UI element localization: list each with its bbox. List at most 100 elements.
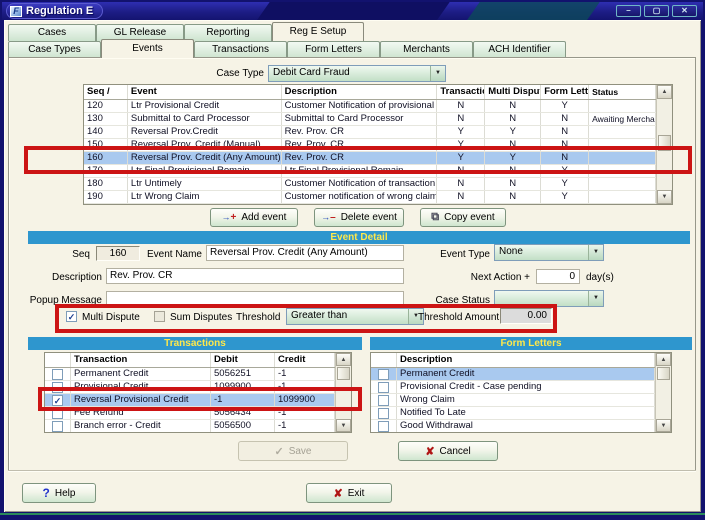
exit-button[interactable]: ✘ Exit — [306, 483, 392, 503]
table-row[interactable]: Fee Refund 5056434 -1 — [45, 407, 335, 420]
cell: N — [541, 113, 590, 125]
col-checkbox — [45, 353, 71, 367]
row-checkbox[interactable] — [52, 368, 63, 380]
table-row-selected[interactable]: 160 Reversal Prov. Credit (Any Amount) R… — [84, 152, 656, 165]
event-name-field[interactable]: Reversal Prov. Credit (Any Amount) — [206, 245, 404, 261]
chevron-down-icon[interactable]: ▼ — [588, 291, 603, 306]
help-button[interactable]: ? Help — [22, 483, 96, 503]
tab-reg-e-setup[interactable]: Reg E Setup — [272, 22, 364, 41]
event-type-dropdown[interactable]: None ▼ — [494, 244, 604, 261]
scrollbar-thumb[interactable] — [337, 367, 350, 380]
tab-ach-identifier[interactable]: ACH Identifier — [473, 41, 566, 58]
scroll-up-icon[interactable]: ▲ — [656, 353, 671, 366]
chevron-down-icon[interactable]: ▼ — [588, 245, 603, 260]
tab-form-letters[interactable]: Form Letters — [287, 41, 380, 58]
chevron-down-icon[interactable]: ▼ — [408, 309, 423, 324]
scroll-down-icon[interactable]: ▼ — [656, 419, 671, 432]
chevron-down-icon[interactable]: ▼ — [430, 66, 445, 81]
tab-gl-release[interactable]: GL Release — [96, 24, 184, 41]
seq-label: Seq — [72, 249, 90, 260]
col-multi-dispute[interactable]: Multi Dispute — [485, 85, 542, 99]
row-checkbox[interactable] — [378, 394, 389, 406]
scrollbar-thumb[interactable] — [657, 367, 670, 380]
table-row[interactable]: Wrong Claim — [371, 394, 655, 407]
table-row[interactable]: 150 Reversal Prov. Credit (Manual) Rev. … — [84, 139, 656, 152]
delete-event-label: Delete event — [340, 212, 397, 223]
popup-message-field[interactable] — [106, 291, 404, 307]
tab-merchants[interactable]: Merchants — [380, 41, 473, 58]
delete-event-button[interactable]: →– Delete event — [314, 208, 404, 227]
row-checkbox[interactable] — [378, 407, 389, 419]
row-checkbox[interactable] — [52, 407, 63, 419]
col-debit[interactable]: Debit — [211, 353, 275, 367]
transactions-scrollbar[interactable]: ▲ ▼ — [335, 353, 351, 432]
col-transaction[interactable]: Transaction — [437, 85, 486, 99]
table-row-selected[interactable]: ✓ Reversal Provisional Credit -1 1099900 — [45, 394, 335, 407]
form-letters-scrollbar[interactable]: ▲ ▼ — [655, 353, 671, 432]
copy-event-button[interactable]: ⧉ Copy event — [420, 208, 506, 227]
col-description[interactable]: Description — [397, 353, 655, 367]
cell: Awaiting Merchant — [589, 113, 656, 125]
events-table-header: Seq / Event Description Transaction Mult… — [84, 85, 656, 100]
table-row[interactable]: Provisional Credit 1099900 -1 — [45, 381, 335, 394]
col-status[interactable]: Status — [589, 85, 656, 99]
row-checkbox[interactable] — [52, 381, 63, 393]
close-button[interactable]: ✕ — [672, 5, 697, 17]
scroll-down-icon[interactable]: ▼ — [336, 419, 351, 432]
events-scrollbar[interactable]: ▲ ▼ — [656, 85, 672, 204]
case-type-dropdown[interactable]: Debit Card Fraud ▼ — [268, 65, 446, 82]
cell: 190 — [84, 191, 128, 203]
maximize-button[interactable]: ▢ — [644, 5, 669, 17]
cell: -1 — [211, 394, 275, 406]
table-row[interactable]: Good Withdrawal — [371, 420, 655, 432]
table-row[interactable]: Branch error - Credit 5056500 -1 — [45, 420, 335, 432]
col-form-letter[interactable]: Form Letter — [541, 85, 590, 99]
save-button[interactable]: ✓ Save — [238, 441, 348, 461]
cancel-button[interactable]: ✘ Cancel — [398, 441, 498, 461]
row-checkbox[interactable] — [378, 420, 389, 432]
cell — [589, 191, 656, 203]
table-row-selected[interactable]: Permanent Credit — [371, 368, 655, 381]
scroll-up-icon[interactable]: ▲ — [657, 85, 672, 99]
col-transaction[interactable]: Transaction — [71, 353, 211, 367]
minimize-button[interactable]: – — [616, 5, 641, 17]
tab-cases[interactable]: Cases — [8, 24, 96, 41]
col-description[interactable]: Description — [282, 85, 438, 99]
cell: Wrong Claim — [397, 394, 655, 406]
table-row[interactable]: Provisional Credit - Case pending — [371, 381, 655, 394]
tab-transactions[interactable]: Transactions — [194, 41, 287, 58]
cell: N — [485, 178, 542, 190]
cell: N — [541, 152, 590, 164]
col-credit[interactable]: Credit — [275, 353, 335, 367]
sum-disputes-checkbox[interactable] — [154, 311, 165, 322]
cell: Permanent Credit — [397, 368, 655, 380]
case-status-value — [495, 291, 588, 306]
case-status-dropdown[interactable]: ▼ — [494, 290, 604, 307]
col-seq[interactable]: Seq / — [84, 85, 128, 99]
row-checkbox[interactable] — [52, 420, 63, 432]
add-event-button[interactable]: →+ Add event — [210, 208, 298, 227]
threshold-dropdown[interactable]: Greater than ▼ — [286, 308, 424, 325]
col-event[interactable]: Event — [128, 85, 282, 99]
row-checkbox-checked[interactable]: ✓ — [52, 394, 63, 406]
table-row[interactable]: 190 Ltr Wrong Claim Customer notificatio… — [84, 191, 656, 204]
tab-reporting[interactable]: Reporting — [184, 24, 272, 41]
tab-case-types[interactable]: Case Types — [8, 41, 101, 58]
description-field[interactable]: Rev. Prov. CR — [106, 268, 404, 284]
form-letters-table: Description Permanent Credit Provisional… — [370, 352, 672, 433]
table-row[interactable]: 130 Submittal to Card Processor Submitta… — [84, 113, 656, 126]
table-row[interactable]: 120 Ltr Provisional Credit Customer Noti… — [84, 100, 656, 113]
table-row[interactable]: Notified To Late — [371, 407, 655, 420]
scroll-up-icon[interactable]: ▲ — [336, 353, 351, 366]
scrollbar-thumb[interactable] — [658, 135, 671, 151]
table-row[interactable]: 180 Ltr Untimely Customer Notification o… — [84, 178, 656, 191]
table-row[interactable]: 170 Ltr Final Provisional Remain Ltr Fin… — [84, 165, 656, 178]
table-row[interactable]: 140 Reversal Prov.Credit Rev. Prov. CR Y… — [84, 126, 656, 139]
row-checkbox[interactable] — [378, 381, 389, 393]
multi-dispute-checkbox[interactable]: ✓ — [66, 311, 77, 322]
tab-events[interactable]: Events — [101, 39, 194, 58]
scroll-down-icon[interactable]: ▼ — [657, 190, 672, 204]
row-checkbox[interactable] — [378, 368, 389, 380]
table-row[interactable]: Permanent Credit 5056251 -1 — [45, 368, 335, 381]
next-action-field[interactable]: 0 — [536, 269, 580, 284]
